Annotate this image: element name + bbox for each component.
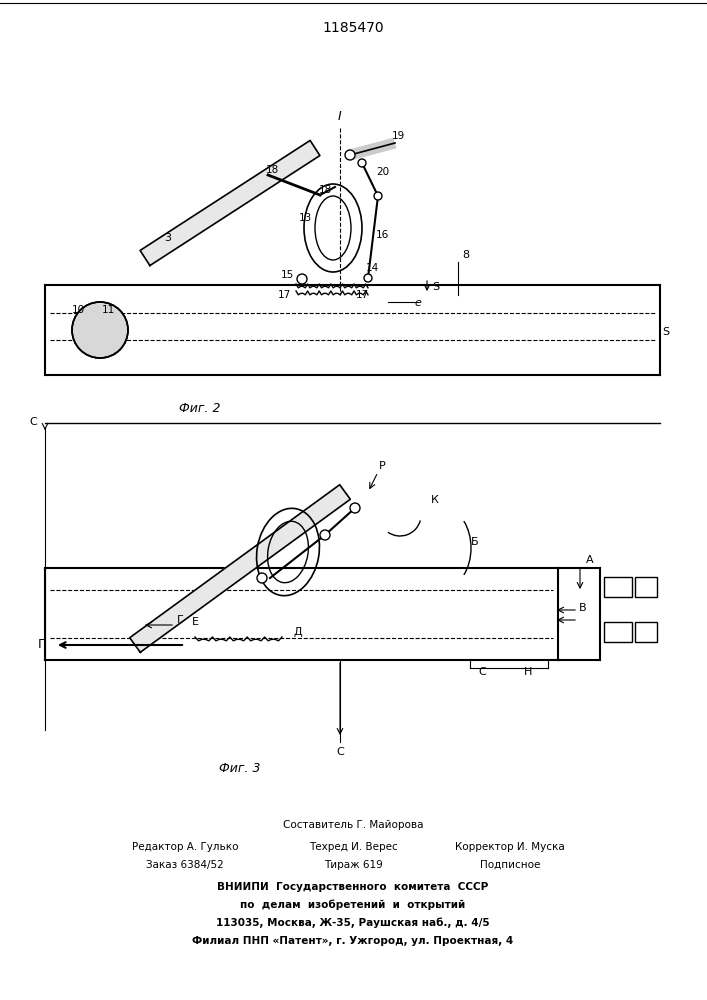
Text: 20: 20 xyxy=(376,167,390,177)
Circle shape xyxy=(374,192,382,200)
Text: Филиал ПНП «Патент», г. Ужгород, ул. Проектная, 4: Филиал ПНП «Патент», г. Ужгород, ул. Про… xyxy=(192,936,513,946)
Circle shape xyxy=(364,274,372,282)
Circle shape xyxy=(320,530,330,540)
Text: 14: 14 xyxy=(366,263,379,273)
Text: 15: 15 xyxy=(281,270,293,280)
Text: К: К xyxy=(431,495,439,505)
Text: Техред И. Верес: Техред И. Верес xyxy=(309,842,397,852)
Text: 8: 8 xyxy=(462,250,469,260)
Text: Г: Г xyxy=(38,639,46,652)
Text: e: e xyxy=(414,298,421,308)
Text: 18: 18 xyxy=(318,185,332,195)
Text: Н: Н xyxy=(524,667,532,677)
Text: Фиг. 2: Фиг. 2 xyxy=(180,401,221,414)
Circle shape xyxy=(345,150,355,160)
Bar xyxy=(604,622,632,642)
Text: С: С xyxy=(29,417,37,427)
Polygon shape xyxy=(129,485,350,652)
Text: 16: 16 xyxy=(375,230,389,240)
Text: Е: Е xyxy=(192,617,199,627)
Text: 17: 17 xyxy=(277,290,291,300)
Polygon shape xyxy=(140,140,320,266)
Text: А: А xyxy=(586,555,594,565)
Text: по  делам  изобретений  и  открытий: по делам изобретений и открытий xyxy=(240,900,466,910)
Text: S: S xyxy=(662,327,670,337)
Circle shape xyxy=(297,274,307,284)
Text: Б: Б xyxy=(471,537,479,547)
Text: С: С xyxy=(478,667,486,677)
Text: 113035, Москва, Ж-35, Раушская наб., д. 4/5: 113035, Москва, Ж-35, Раушская наб., д. … xyxy=(216,918,490,928)
Bar xyxy=(635,577,657,597)
Text: Тираж 619: Тираж 619 xyxy=(324,860,382,870)
Text: Д: Д xyxy=(293,627,303,637)
Text: Фиг. 3: Фиг. 3 xyxy=(219,762,261,774)
Text: В: В xyxy=(579,603,587,613)
Text: Редактор А. Гулько: Редактор А. Гулько xyxy=(132,842,238,852)
Text: S: S xyxy=(433,282,440,292)
Text: ВНИИПИ  Государственного  комитета  СССР: ВНИИПИ Государственного комитета СССР xyxy=(217,882,489,892)
Bar xyxy=(635,622,657,642)
Text: Г: Г xyxy=(177,615,183,625)
Bar xyxy=(604,577,632,597)
Text: С: С xyxy=(336,747,344,757)
Text: 17: 17 xyxy=(356,290,368,300)
Text: 10: 10 xyxy=(71,305,85,315)
Text: 1185470: 1185470 xyxy=(322,21,384,35)
Text: 13: 13 xyxy=(298,213,312,223)
Circle shape xyxy=(257,573,267,583)
Circle shape xyxy=(72,302,128,358)
Text: 11: 11 xyxy=(101,305,115,315)
Text: Составитель Г. Майорова: Составитель Г. Майорова xyxy=(283,820,423,830)
Text: 18: 18 xyxy=(265,165,279,175)
Text: Р: Р xyxy=(379,461,385,471)
Circle shape xyxy=(350,503,360,513)
Text: Корректор И. Муска: Корректор И. Муска xyxy=(455,842,565,852)
Text: 19: 19 xyxy=(392,131,404,141)
Text: I: I xyxy=(338,109,342,122)
Text: Подписное: Подписное xyxy=(480,860,540,870)
Circle shape xyxy=(358,159,366,167)
Text: 3: 3 xyxy=(165,233,172,243)
Text: Заказ 6384/52: Заказ 6384/52 xyxy=(146,860,224,870)
